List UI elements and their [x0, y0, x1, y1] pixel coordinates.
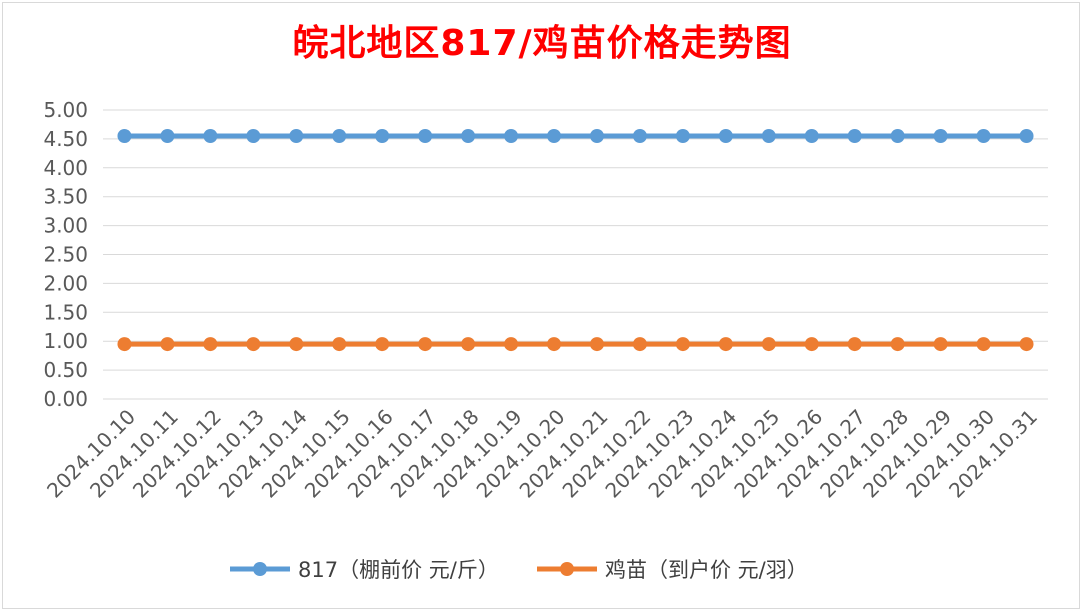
chart-title: 皖北地区817/鸡苗价格走势图 [292, 23, 792, 64]
y-tick-label: 0.50 [43, 358, 88, 382]
legend-label: 鸡苗（到户价 元/羽） [605, 558, 808, 582]
data-point [332, 337, 347, 352]
data-point [160, 337, 175, 352]
data-point [203, 337, 218, 352]
data-point [847, 129, 862, 144]
y-tick-label: 3.00 [43, 214, 88, 238]
data-point [332, 129, 347, 144]
data-point [847, 337, 862, 352]
data-point [504, 129, 519, 144]
data-point [718, 129, 733, 144]
data-point [246, 129, 261, 144]
data-point [718, 337, 733, 352]
data-point [461, 337, 476, 352]
y-tick-label: 3.50 [43, 185, 88, 209]
data-point [933, 337, 948, 352]
data-point [589, 337, 604, 352]
data-point [589, 129, 604, 144]
data-point [804, 337, 819, 352]
data-point [547, 337, 562, 352]
data-point [632, 337, 647, 352]
data-point [1019, 337, 1034, 352]
data-point [160, 129, 175, 144]
data-point [375, 129, 390, 144]
data-point [504, 337, 519, 352]
y-tick-label: 1.00 [43, 329, 88, 353]
y-tick-label: 0.00 [43, 387, 88, 411]
data-point [418, 337, 433, 352]
data-point [418, 129, 433, 144]
data-point [375, 337, 390, 352]
y-tick-label: 4.50 [43, 127, 88, 151]
data-point [246, 337, 261, 352]
legend-marker [560, 562, 574, 576]
y-tick-label: 1.50 [43, 300, 88, 324]
data-point [461, 129, 476, 144]
data-point [761, 129, 776, 144]
data-point [976, 337, 991, 352]
data-point [890, 129, 905, 144]
y-tick-label: 2.00 [43, 271, 88, 295]
data-point [289, 129, 304, 144]
y-tick-label: 4.00 [43, 156, 88, 180]
data-point [203, 129, 218, 144]
data-point [117, 129, 132, 144]
data-point [117, 337, 132, 352]
y-tick-label: 2.50 [43, 243, 88, 267]
data-point [761, 337, 776, 352]
data-point [1019, 129, 1034, 144]
data-point [976, 129, 991, 144]
data-point [804, 129, 819, 144]
data-point [675, 337, 690, 352]
legend-marker [253, 562, 267, 576]
data-point [289, 337, 304, 352]
data-point [547, 129, 562, 144]
data-point [632, 129, 647, 144]
legend-label: 817（棚前价 元/斤） [298, 558, 499, 582]
data-point [890, 337, 905, 352]
y-tick-label: 5.00 [43, 98, 88, 122]
data-point [933, 129, 948, 144]
data-point [675, 129, 690, 144]
